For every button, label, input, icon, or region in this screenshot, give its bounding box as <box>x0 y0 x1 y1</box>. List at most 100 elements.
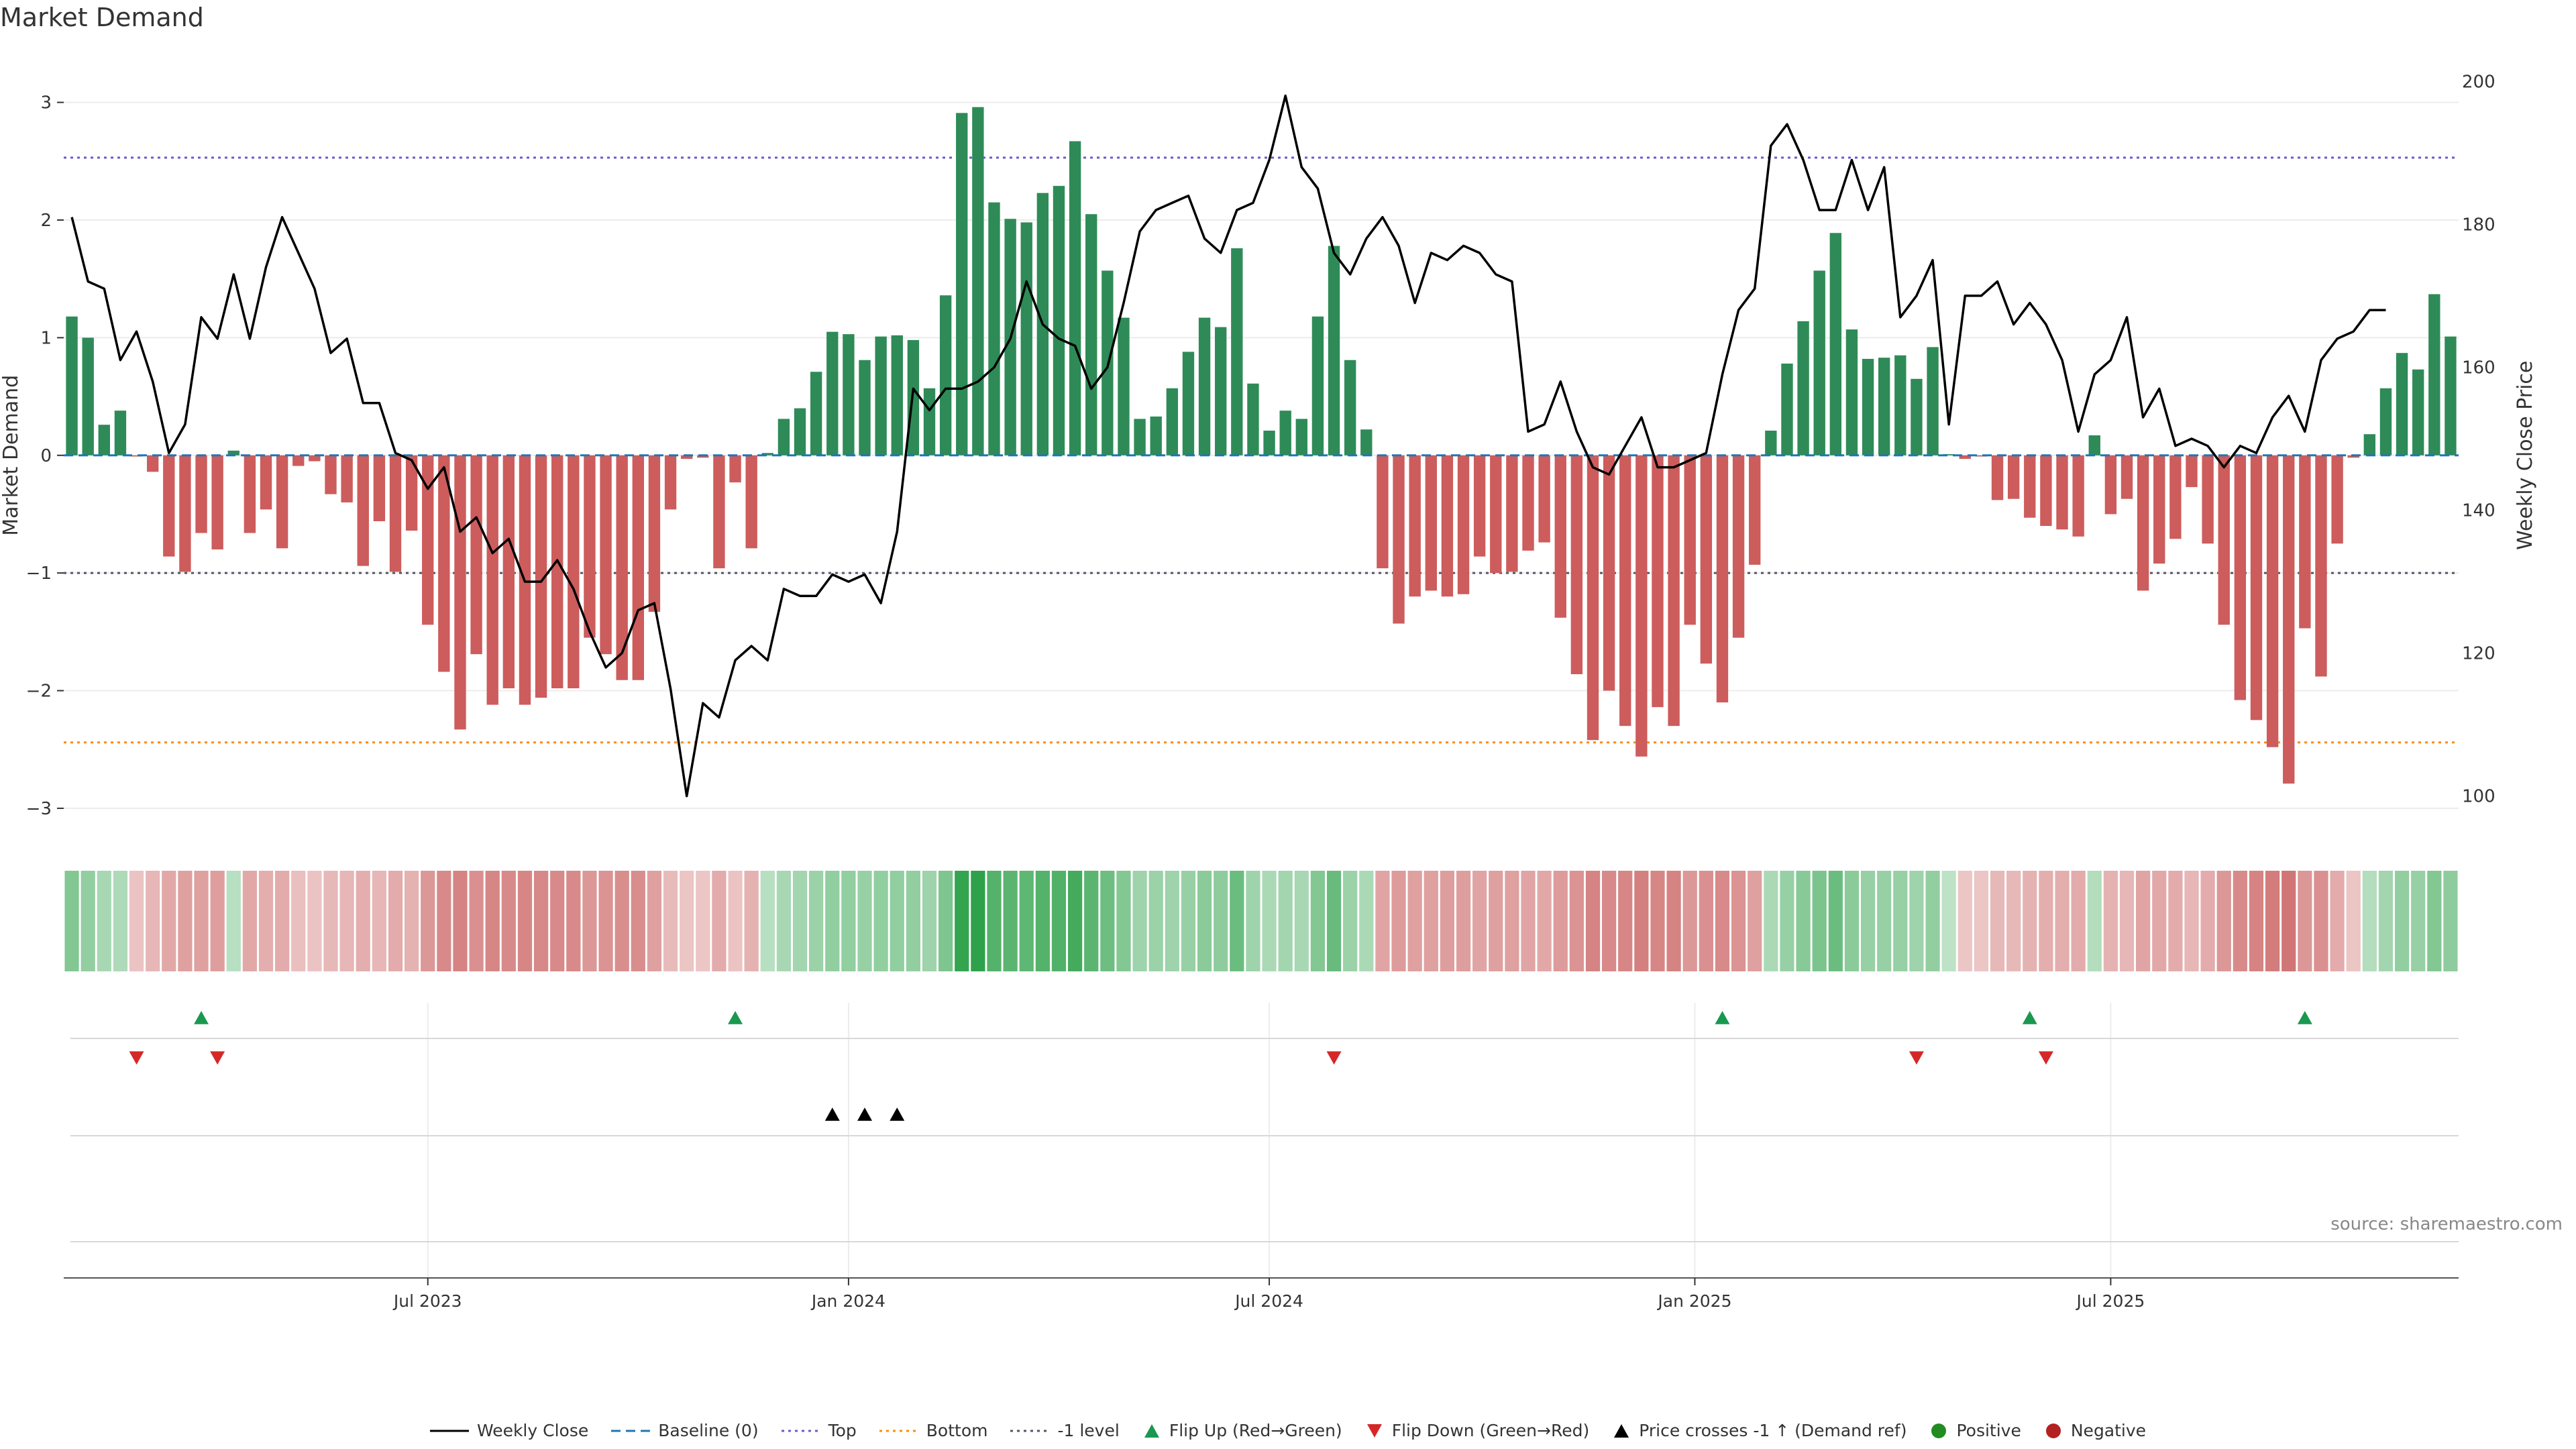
heat-cell <box>2071 871 2086 971</box>
flip-down-marker <box>1326 1051 1342 1065</box>
axes: 3 2 1 0 −1 −2 −3 200 180 160 140 120 100 Market Deman… <box>0 72 2537 1311</box>
heat-cell <box>2136 871 2151 971</box>
demand-bar <box>2363 434 2376 455</box>
demand-bar <box>244 455 256 533</box>
heat-cell <box>647 871 662 971</box>
demand-bar <box>923 388 936 455</box>
demand-bar <box>357 455 369 566</box>
legend-item: Flip Down (Green→Red) <box>1365 1421 1590 1440</box>
legend-label: Price crosses -1 ↑ (Demand ref) <box>1639 1421 1907 1440</box>
demand-bar <box>616 455 628 680</box>
heat-cell <box>1974 871 1989 971</box>
heat-cell <box>728 871 743 971</box>
heat-cell <box>1602 871 1617 971</box>
heat-cell <box>421 871 435 971</box>
flip-up-marker <box>2022 1011 2037 1024</box>
demand-bar <box>1279 411 1291 455</box>
heat-cell <box>550 871 565 971</box>
demand-bar <box>1911 378 1923 455</box>
grid <box>64 101 2459 1278</box>
demand-bar <box>2040 455 2052 526</box>
heat-cell <box>1294 871 1309 971</box>
demand-bar <box>568 455 580 689</box>
demand-bar <box>1652 455 1664 708</box>
heat-cell <box>987 871 1002 971</box>
heat-cell <box>955 871 969 971</box>
legend-item: Bottom <box>879 1421 987 1440</box>
demand-bar <box>1603 455 1615 691</box>
y2-tick-label: 100 <box>2462 787 2496 807</box>
heat-cell <box>1246 871 1260 971</box>
heat-cell <box>809 871 824 971</box>
source-note: source: sharemaestro.com <box>2330 1214 2563 1234</box>
heat-cell <box>1569 871 1584 971</box>
heat-cell <box>1359 871 1374 971</box>
demand-bar <box>438 455 450 672</box>
demand-bar <box>826 331 839 455</box>
x-tick-label: Jul 2024 <box>1234 1291 1303 1311</box>
y-tick-label: 2 <box>40 211 52 231</box>
heat-cell <box>1456 871 1471 971</box>
heat-cell <box>792 871 808 971</box>
heat-cell <box>1067 871 1083 971</box>
demand-bar <box>1554 455 1566 618</box>
demand-bar <box>1360 429 1373 455</box>
demand-bar <box>2218 455 2230 625</box>
heat-cell <box>1780 871 1794 971</box>
heat-cell <box>1181 871 1196 971</box>
y-tick-label: 0 <box>40 446 52 466</box>
demand-bar <box>697 455 709 458</box>
heat-cell <box>2298 871 2312 971</box>
demand-bar <box>1894 355 1907 455</box>
x-tick-label: Jul 2023 <box>392 1291 462 1311</box>
heat-cell <box>2055 871 2070 971</box>
demand-bars <box>64 107 2459 784</box>
demand-bar <box>2153 455 2165 564</box>
flip-up-marker <box>194 1011 209 1024</box>
legend-label: Positive <box>1956 1421 2021 1440</box>
heat-cell <box>1424 871 1438 971</box>
flip-up-marker <box>728 1011 743 1024</box>
heat-cell <box>1634 871 1649 971</box>
demand-bar <box>1231 248 1243 455</box>
flip-down-marker <box>1909 1051 1924 1065</box>
demand-bar <box>1473 455 1486 557</box>
legend-swatch-icon <box>1010 1430 1050 1432</box>
heat-cell <box>1941 871 1956 971</box>
demand-bar <box>1506 455 1518 572</box>
demand-bar <box>939 295 952 455</box>
heat-cell <box>776 871 792 971</box>
heat-cell <box>194 871 209 971</box>
demand-bar <box>309 455 321 462</box>
heat-cell <box>2039 871 2053 971</box>
x-tick-label: Jan 2025 <box>1656 1291 1731 1311</box>
heat-cell <box>453 871 468 971</box>
heat-cell <box>598 871 613 971</box>
demand-bar <box>1409 455 1421 597</box>
heat-cell <box>146 871 160 971</box>
heat-cell <box>1925 871 1940 971</box>
legend-item: -1 level <box>1010 1421 1120 1440</box>
heat-cell <box>2152 871 2167 971</box>
demand-bar <box>2007 455 2020 499</box>
demand-bar <box>956 113 968 455</box>
legend-label: Flip Down (Green→Red) <box>1391 1421 1590 1440</box>
x-tick-label: Jul 2025 <box>2076 1291 2145 1311</box>
heat-cell <box>1310 871 1326 971</box>
legend-label: Weekly Close <box>476 1421 589 1440</box>
demand-bar <box>2072 455 2084 537</box>
heat-cell <box>2282 871 2296 971</box>
demand-bar <box>292 455 305 466</box>
heat-cell <box>582 871 597 971</box>
heat-cell <box>1230 871 1244 971</box>
demand-bar <box>1732 455 1745 638</box>
heat-cell <box>1537 871 1552 971</box>
demand-bar <box>1522 455 1534 551</box>
heat-cell <box>696 871 710 971</box>
demand-bar <box>1328 246 1340 455</box>
heat-cell <box>841 871 856 971</box>
price-cross-marker <box>857 1108 873 1121</box>
demand-bar <box>260 455 272 510</box>
chart-title: Market Demand <box>0 3 204 32</box>
heat-cell <box>1472 871 1487 971</box>
